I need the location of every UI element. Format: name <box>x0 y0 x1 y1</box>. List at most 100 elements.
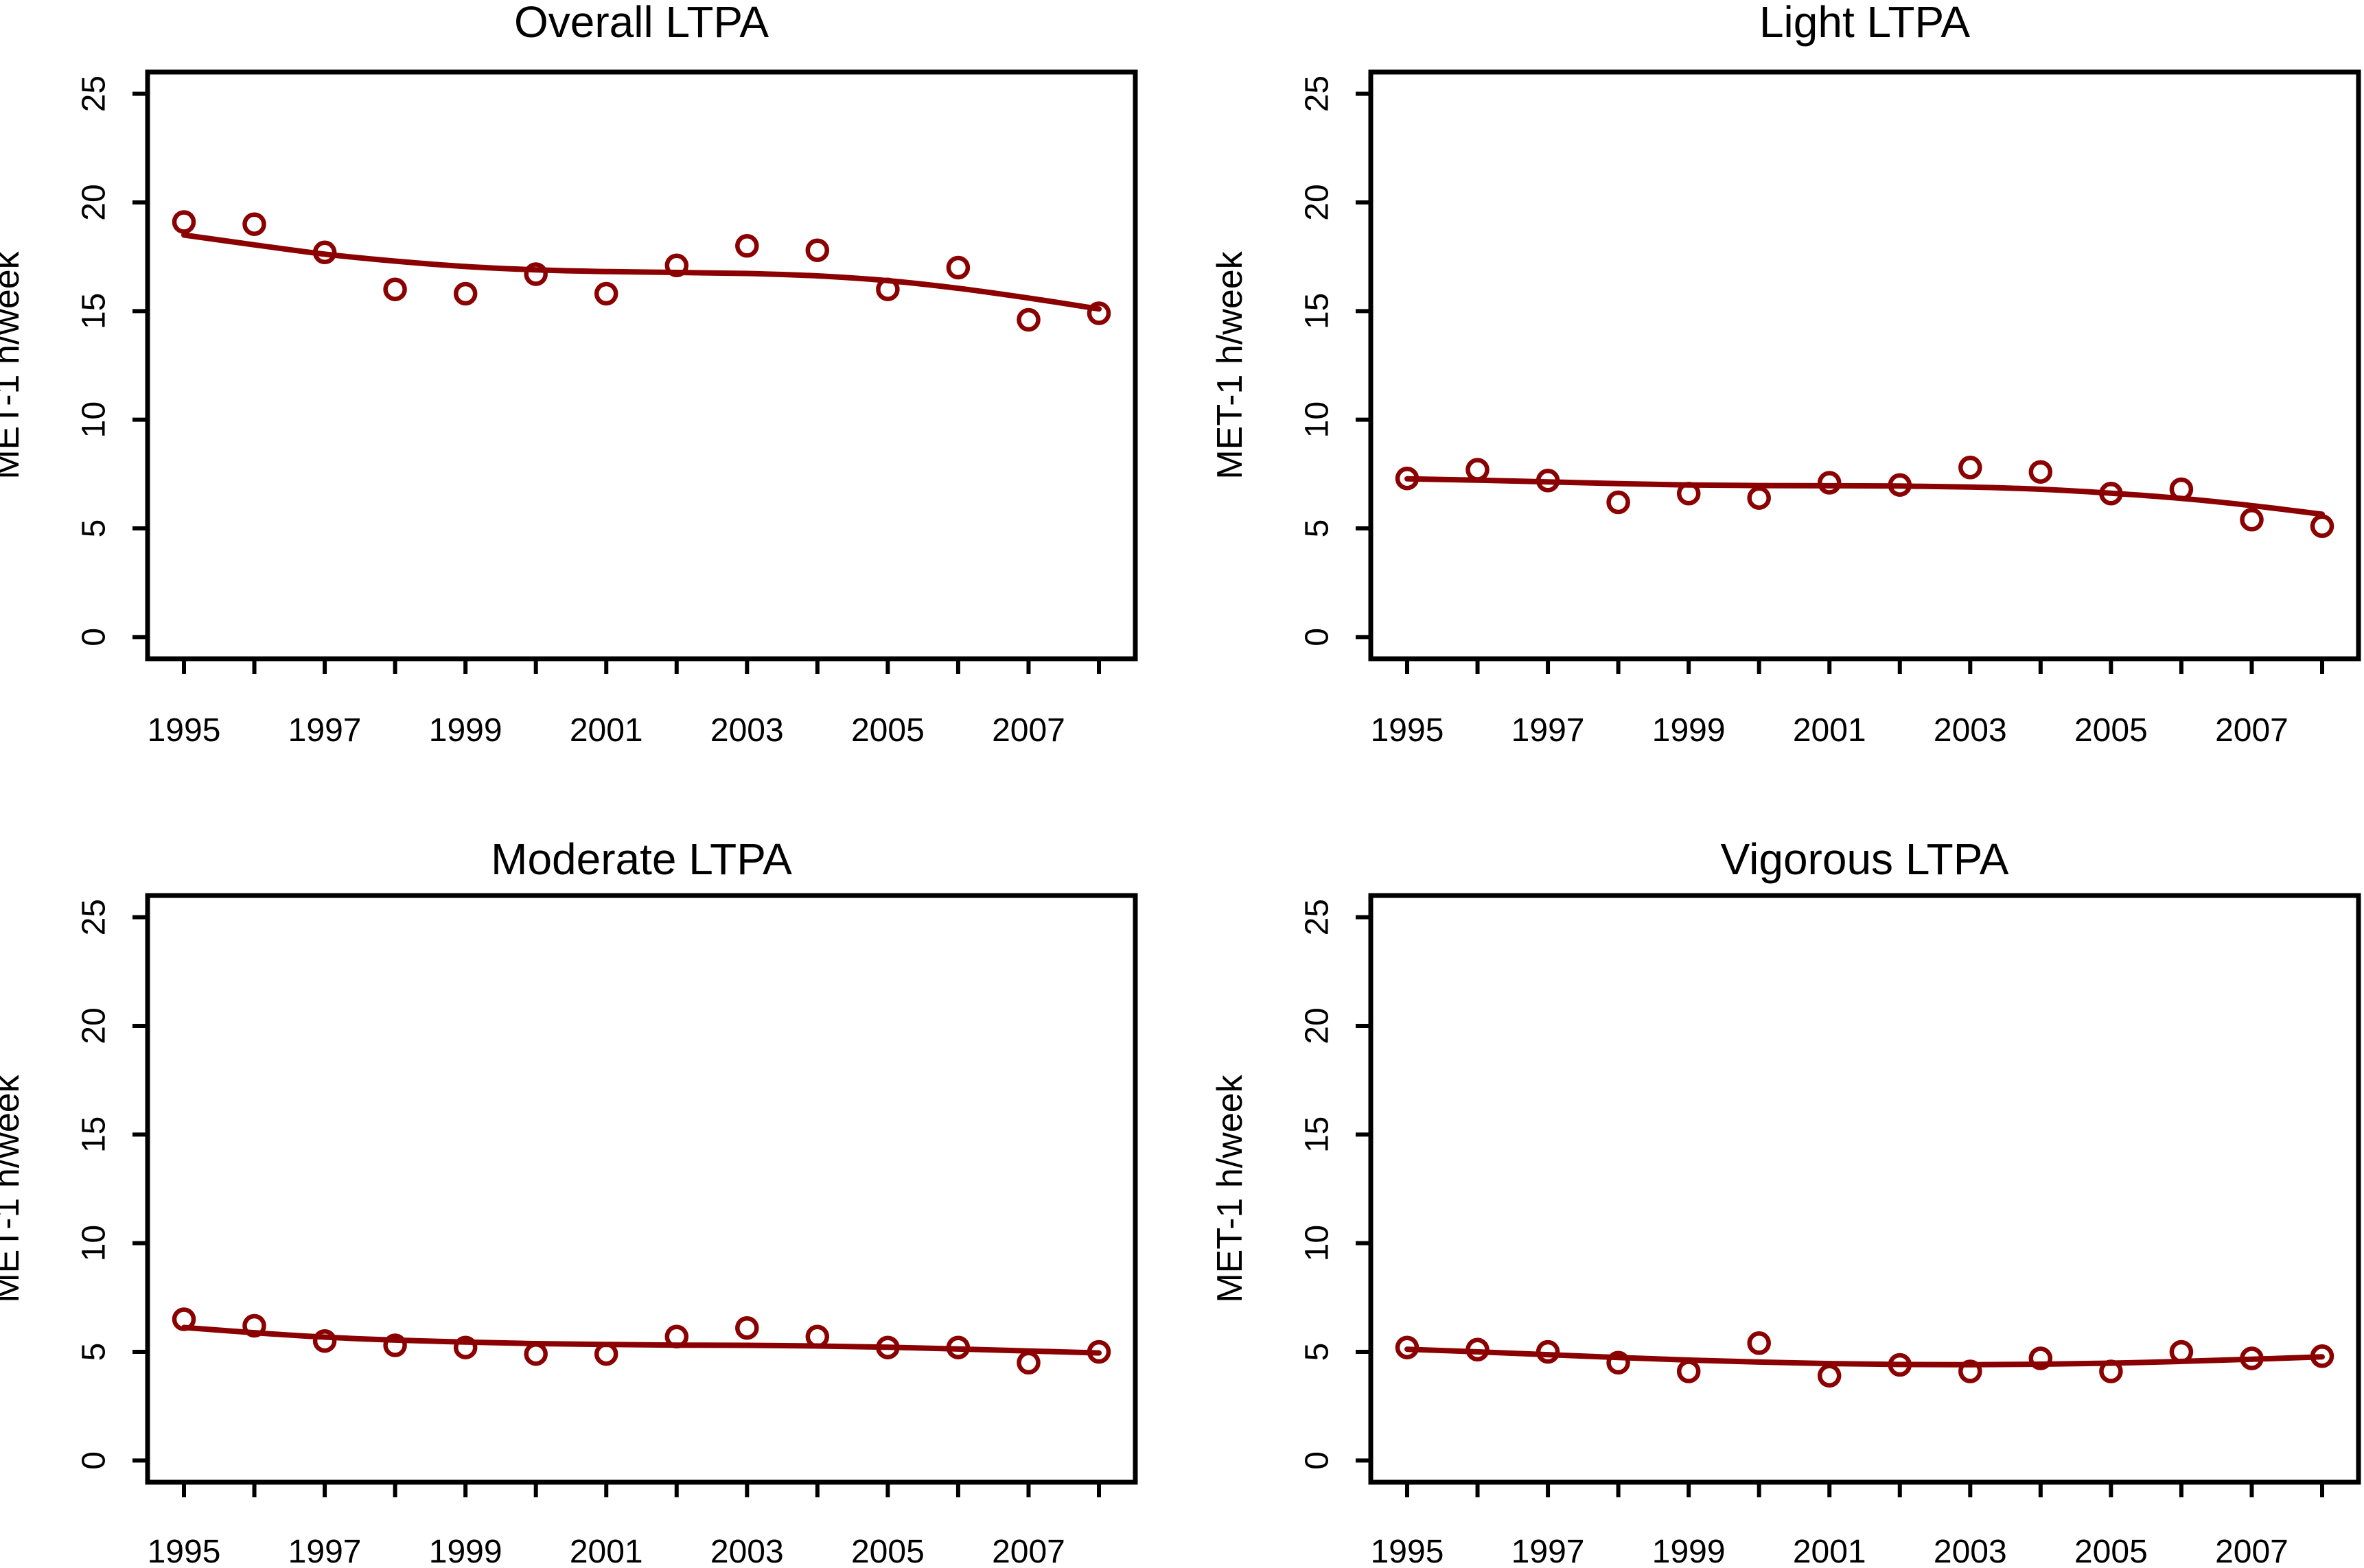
data-point <box>2310 1344 2334 1368</box>
data-point <box>1536 469 1560 493</box>
data-point <box>312 1329 337 1353</box>
plot-box <box>145 893 1138 1485</box>
panel-moderate-ltpa: Moderate LTPA MET-1 h/week 0 5 10 15 20 25 1995 1… <box>0 834 1138 1568</box>
data-point <box>2028 1346 2053 1370</box>
data-point <box>242 1313 266 1338</box>
x-tick-label: 1995 <box>148 1534 221 1568</box>
data-point <box>664 253 689 278</box>
data-point <box>1958 1359 1982 1383</box>
data-point <box>735 1315 759 1340</box>
data-point <box>946 1335 971 1359</box>
x-tick-label: 1999 <box>1652 1534 1726 1568</box>
panel-overall-ltpa: Overall LTPA MET-1 h/week 0 5 10 15 20 25 1995 19… <box>0 0 1138 749</box>
data-point <box>383 1333 407 1357</box>
data-point <box>594 281 618 306</box>
data-point <box>383 277 407 301</box>
plot-box <box>1368 893 2361 1485</box>
x-tick-label: 1997 <box>1511 712 1585 749</box>
data-point <box>805 238 830 262</box>
x-tick-label: 1995 <box>148 712 221 749</box>
data-point <box>1676 1359 1701 1383</box>
y-tick-label: 15 <box>1299 1116 1336 1153</box>
panel-title: Light LTPA <box>1759 0 1970 47</box>
data-point <box>453 281 478 306</box>
y-tick-label: 25 <box>1299 75 1336 112</box>
data-point <box>1395 1335 1419 1359</box>
data-point <box>1395 466 1419 491</box>
y-tick-label: 20 <box>76 1007 113 1044</box>
y-tick-label: 5 <box>1299 1343 1336 1361</box>
x-tick-label: 1999 <box>429 1534 502 1568</box>
data-point <box>876 1335 900 1359</box>
data-point <box>2099 482 2123 506</box>
y-tick-label: 5 <box>76 519 113 538</box>
trend-line <box>181 232 1102 312</box>
y-tick-label: 20 <box>1299 1007 1336 1044</box>
data-point <box>1536 1339 1560 1364</box>
data-point <box>1017 307 1041 332</box>
data-point <box>172 1307 196 1331</box>
data-point <box>1087 301 1111 325</box>
data-point <box>1676 482 1701 506</box>
data-point <box>735 234 759 258</box>
y-axis-label: MET-1 h/week <box>0 1074 27 1302</box>
y-tick-label: 5 <box>76 1343 113 1361</box>
x-tick-label: 2003 <box>710 1534 784 1568</box>
y-tick-label: 10 <box>1299 401 1336 438</box>
data-point <box>312 240 337 265</box>
panel-title: Moderate LTPA <box>491 834 792 884</box>
x-tick-label: 2003 <box>710 712 784 749</box>
x-tick-label: 2005 <box>2074 1534 2148 1568</box>
x-tick-label: 2007 <box>2215 712 2288 749</box>
y-tick-label: 25 <box>1299 899 1336 935</box>
y-tick-label: 10 <box>76 1225 113 1261</box>
data-point <box>1017 1350 1041 1375</box>
y-axis-label: MET-1 h/week <box>1210 250 1250 479</box>
x-tick-label: 2007 <box>992 1534 1065 1568</box>
panel-vigorous-ltpa: Vigorous LTPA MET-1 h/week 0 5 10 15 20 25 1995 1… <box>1210 834 2361 1568</box>
data-point <box>1747 486 1771 510</box>
panel-light-ltpa: Light LTPA MET-1 h/week 0 5 10 15 20 25 1995 1997… <box>1210 0 2361 749</box>
y-tick-label: 20 <box>76 184 113 220</box>
data-point <box>2028 460 2053 484</box>
x-tick-label: 2001 <box>570 1534 643 1568</box>
x-tick-label: 1997 <box>1511 1534 1585 1568</box>
y-tick-label: 15 <box>1299 293 1336 329</box>
x-tick-label: 1999 <box>1652 712 1726 749</box>
data-point <box>1958 456 1982 480</box>
x-tick-label: 2003 <box>1934 712 2007 749</box>
data-point <box>1817 1364 1842 1388</box>
y-tick-label: 0 <box>76 1451 113 1470</box>
data-point <box>876 277 900 301</box>
y-tick-label: 0 <box>1299 628 1336 646</box>
data-point <box>946 255 971 280</box>
x-tick-label: 2005 <box>2074 712 2148 749</box>
x-tick-label: 2005 <box>851 1534 925 1568</box>
data-point <box>1465 1337 1490 1362</box>
data-point <box>524 262 548 286</box>
x-tick-label: 1999 <box>429 712 502 749</box>
x-tick-label: 2001 <box>1793 1534 1866 1568</box>
data-point <box>805 1324 830 1349</box>
data-point <box>1817 471 1842 495</box>
data-point <box>1747 1331 1771 1355</box>
y-tick-label: 25 <box>76 899 113 935</box>
x-tick-label: 2007 <box>2215 1534 2288 1568</box>
y-tick-label: 15 <box>76 1116 113 1153</box>
x-tick-label: 2007 <box>992 712 1065 749</box>
y-tick-label: 0 <box>1299 1451 1336 1470</box>
data-point <box>1606 490 1630 515</box>
x-tick-label: 1997 <box>288 712 362 749</box>
x-tick-label: 2001 <box>1793 712 1866 749</box>
data-point <box>1465 458 1490 482</box>
x-tick-label: 2003 <box>1934 1534 2007 1568</box>
data-point <box>1888 473 1912 497</box>
data-point <box>2240 508 2264 532</box>
y-axis-label: MET-1 h/week <box>0 250 27 479</box>
data-point <box>2310 514 2334 539</box>
y-tick-label: 10 <box>1299 1225 1336 1261</box>
x-tick-label: 1995 <box>1371 712 1444 749</box>
data-point <box>1087 1339 1111 1364</box>
